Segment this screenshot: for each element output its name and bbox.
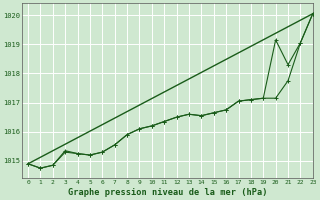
X-axis label: Graphe pression niveau de la mer (hPa): Graphe pression niveau de la mer (hPa) [68,188,267,197]
